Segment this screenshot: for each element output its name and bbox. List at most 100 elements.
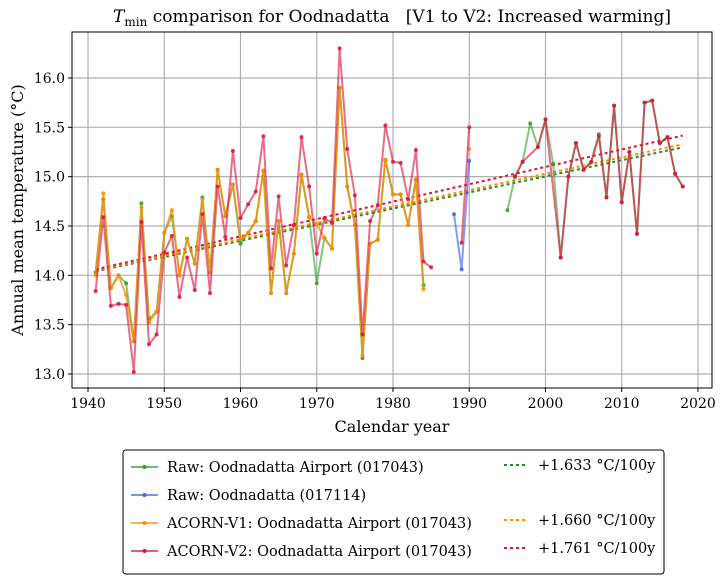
data-point xyxy=(238,236,243,241)
data-point xyxy=(634,231,639,236)
y-tick-label: 13.0 xyxy=(34,367,65,383)
x-tick-label: 2010 xyxy=(604,396,640,412)
data-point xyxy=(185,236,190,241)
data-point xyxy=(596,134,601,139)
data-point xyxy=(360,356,365,361)
legend-marker xyxy=(142,549,147,553)
data-point xyxy=(612,103,617,108)
data-point xyxy=(459,267,464,272)
data-point xyxy=(573,141,578,146)
data-point xyxy=(680,184,685,189)
data-point xyxy=(627,149,632,154)
data-point xyxy=(665,135,670,140)
data-point xyxy=(375,203,380,208)
series-2 xyxy=(93,85,472,358)
series-3 xyxy=(93,46,685,375)
legend-marker xyxy=(142,521,147,525)
data-point xyxy=(329,221,334,226)
x-tick-label: 2020 xyxy=(680,396,716,412)
y-tick-label: 14.5 xyxy=(34,219,65,235)
data-point xyxy=(566,174,571,179)
data-point xyxy=(307,215,312,220)
plot-frame xyxy=(71,31,713,389)
data-point xyxy=(413,148,418,153)
legend-trend-label: +1.633 °C/100y xyxy=(538,458,656,474)
data-point xyxy=(276,194,281,199)
x-tick-label: 1950 xyxy=(146,396,182,412)
data-point xyxy=(185,255,190,260)
data-point xyxy=(291,251,296,256)
title-main: T xyxy=(113,7,126,27)
chart-title-text: Tmin comparison for Oodnadatta [V1 to V2… xyxy=(113,7,671,29)
legend-label: Raw: Oodnadatta (017114) xyxy=(167,488,366,504)
data-point xyxy=(390,192,395,197)
data-point xyxy=(200,197,205,202)
data-point xyxy=(520,159,525,164)
data-point xyxy=(360,353,365,358)
data-point xyxy=(528,121,533,126)
data-point xyxy=(467,125,472,130)
legend-label: Raw: Oodnadatta Airport (017043) xyxy=(167,460,424,476)
data-point xyxy=(268,266,273,271)
series-line xyxy=(460,127,471,243)
trend-line xyxy=(95,134,683,271)
data-point xyxy=(383,157,388,162)
data-point xyxy=(208,291,213,296)
data-point xyxy=(307,184,312,189)
title-rest: comparison for Oodnadatta [V1 to V2: Inc… xyxy=(147,7,671,27)
data-point xyxy=(253,189,258,194)
x-tick-label: 1980 xyxy=(375,396,411,412)
data-point xyxy=(459,240,464,245)
data-point xyxy=(535,145,540,150)
legend-marker xyxy=(142,465,147,469)
chart-title: Tmin comparison for Oodnadatta [V1 to V2… xyxy=(113,7,671,29)
data-point xyxy=(337,46,342,51)
y-axis: 13.0 13.5 14.0 14.5 15.0 15.5 16.0 xyxy=(34,71,72,383)
data-point xyxy=(162,230,167,235)
data-point xyxy=(162,250,167,255)
data-point xyxy=(398,192,403,197)
legend-marker xyxy=(142,493,147,497)
data-point xyxy=(375,237,380,242)
data-point xyxy=(238,241,243,246)
grid xyxy=(72,32,712,388)
data-point xyxy=(238,216,243,221)
data-point xyxy=(246,230,251,235)
data-point xyxy=(101,215,106,220)
data-point xyxy=(291,222,296,227)
legend-box xyxy=(122,449,665,575)
data-point xyxy=(169,208,174,213)
data-point xyxy=(398,160,403,165)
data-point xyxy=(345,147,350,152)
data-point xyxy=(650,98,655,103)
legend-trend-label: +1.761 °C/100y xyxy=(538,541,656,557)
data-point xyxy=(124,302,129,307)
legend-trend-label: +1.660 °C/100y xyxy=(538,513,656,529)
data-point xyxy=(589,159,594,164)
x-axis-label: Calendar year xyxy=(335,417,450,436)
data-point xyxy=(154,309,159,314)
data-point xyxy=(406,197,411,202)
data-point xyxy=(543,117,548,122)
data-point xyxy=(505,208,510,213)
data-point xyxy=(284,263,289,268)
data-point xyxy=(604,195,609,200)
title-sub: min xyxy=(124,15,147,29)
data-point xyxy=(657,141,662,146)
series-line xyxy=(514,99,684,259)
data-point xyxy=(139,201,144,206)
data-point xyxy=(406,222,411,227)
trend-line xyxy=(95,143,683,272)
y-tick-label: 15.5 xyxy=(34,120,65,136)
y-tick-label: 16.0 xyxy=(34,71,65,87)
x-axis: 1940 1950 1960 1970 1980 1990 2000 2010 2020 xyxy=(70,388,716,412)
data-point xyxy=(299,135,304,140)
data-point xyxy=(314,251,319,256)
data-point xyxy=(451,212,456,217)
data-point xyxy=(368,219,373,224)
data-point xyxy=(230,148,235,153)
data-point xyxy=(124,293,129,298)
data-point xyxy=(421,287,426,292)
data-point xyxy=(322,216,327,221)
data-point xyxy=(169,233,174,238)
